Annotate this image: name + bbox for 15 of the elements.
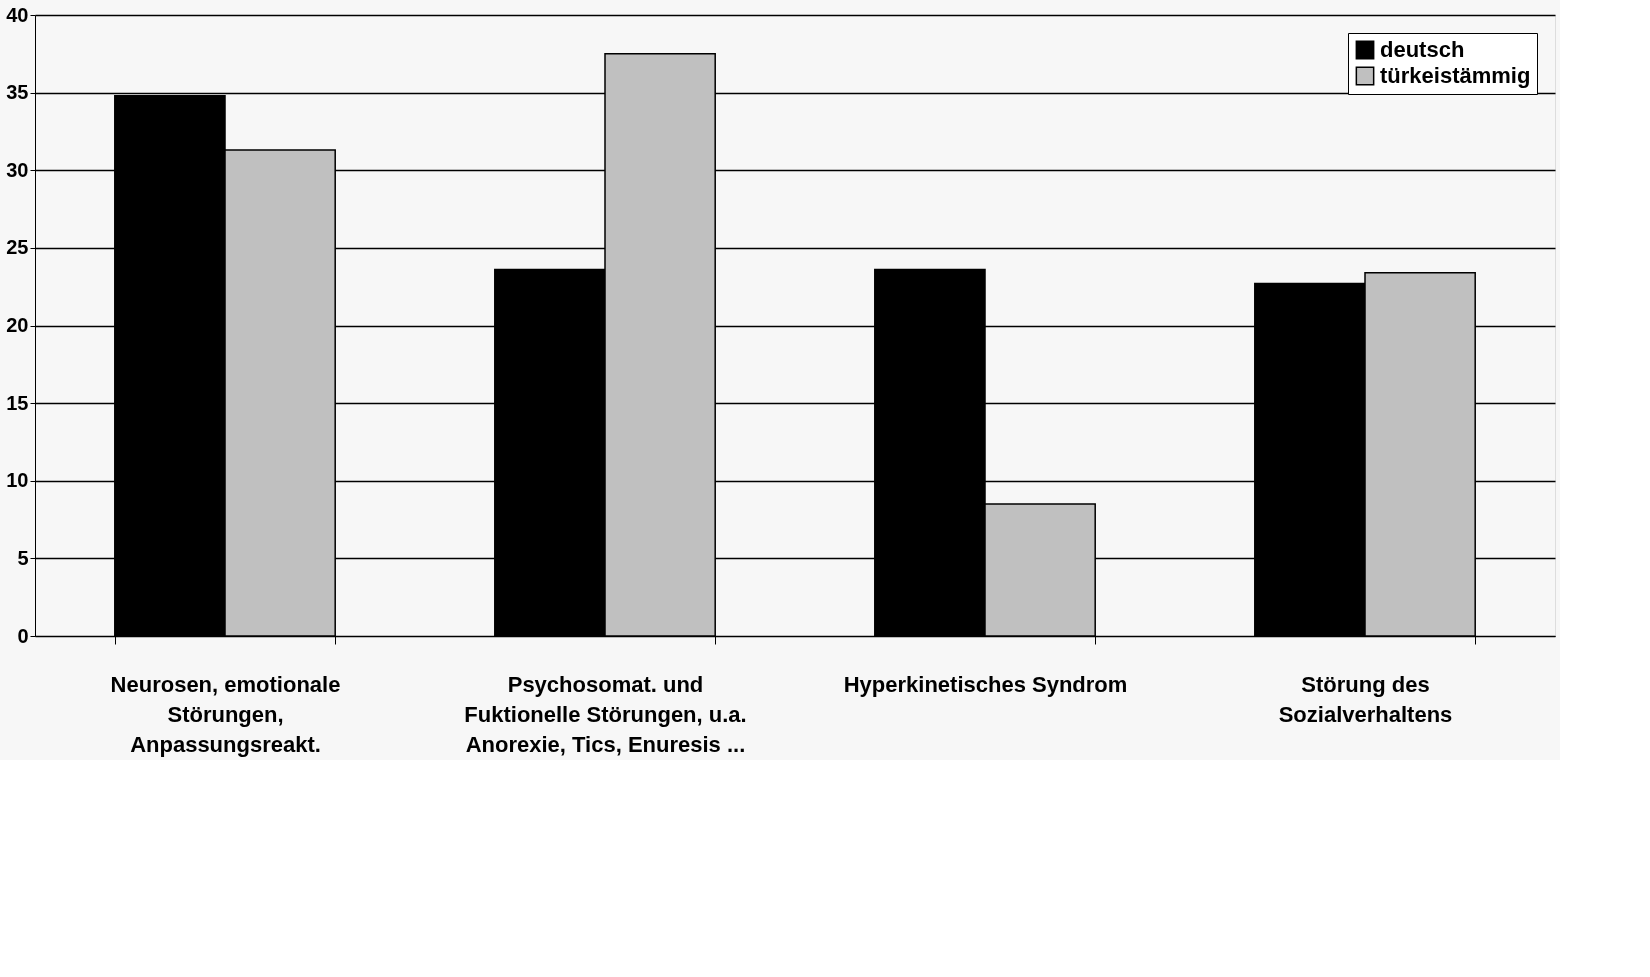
- legend-label: deutsch: [1380, 37, 1465, 62]
- x-tick-label: Hyperkinetisches Syndrom: [843, 671, 1128, 697]
- x-tick-label: Neurosen, emotionale Störungen, Anpassungsreakt.: [110, 671, 341, 757]
- x-tick-label: Psychosomat. und Fuktionelle Störungen, u.a. Anorexie, Tics, Enuresis ...: [464, 671, 747, 757]
- y-tick-label: 5: [17, 546, 29, 569]
- x-tick-label: Störung des Sozialverhaltens: [1278, 671, 1453, 727]
- y-tick-label: 40: [6, 3, 29, 26]
- y-tick-label: 15: [6, 391, 29, 414]
- y-tick-label: 30: [6, 158, 29, 181]
- y-tick-label: 20: [6, 314, 29, 336]
- y-tick-label: 10: [6, 469, 29, 492]
- y-tick-label: 25: [6, 236, 29, 259]
- y-tick-label: 35: [6, 81, 29, 104]
- legend-label: türkeistämmig: [1380, 63, 1531, 88]
- y-tick-label: 0: [17, 624, 29, 647]
